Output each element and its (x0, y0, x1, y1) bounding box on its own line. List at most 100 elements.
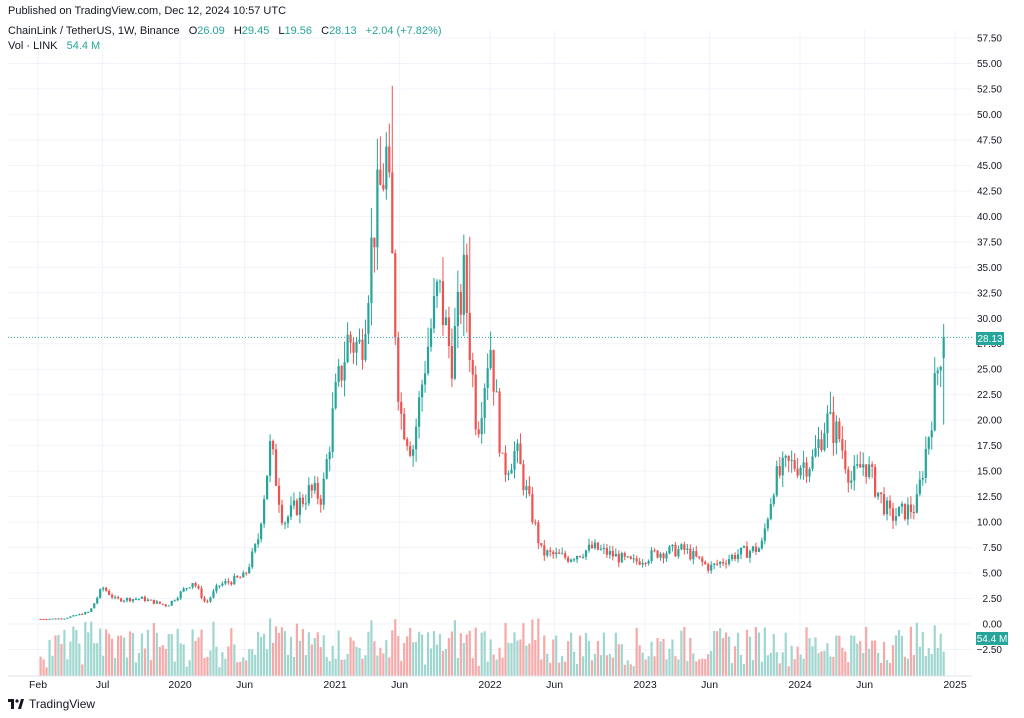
candle-body (775, 466, 778, 496)
candle-body (572, 559, 576, 561)
candle-body (674, 544, 677, 557)
candle-body (808, 468, 811, 477)
volume-bar (388, 657, 391, 676)
candle-body (659, 553, 662, 558)
volume-bar (203, 657, 206, 676)
volume-label[interactable]: Vol · LINK (8, 40, 58, 52)
y-tick-label: 50.00 (977, 110, 1002, 121)
candle-body (179, 591, 182, 599)
volume-bar (531, 619, 534, 676)
volume-bar (811, 646, 814, 676)
candle-body (468, 312, 471, 361)
candle-body (406, 439, 409, 447)
volume-bar (197, 637, 200, 676)
candle-body (698, 556, 701, 558)
candle-body (432, 296, 436, 329)
volume-bar (763, 627, 766, 676)
volume-bar (248, 649, 251, 676)
candle-body (620, 553, 623, 563)
volume-bar (769, 652, 772, 676)
candle-body (692, 551, 695, 560)
candle-body (584, 550, 588, 557)
volume-bar (322, 635, 325, 676)
close-value: 28.13 (329, 25, 357, 37)
y-tick-label: 12.50 (977, 492, 1002, 503)
candlestick-series (39, 85, 945, 621)
volume-bar (775, 652, 778, 676)
volume-bar (361, 658, 364, 676)
volume-bar (93, 643, 96, 676)
volume-bar (632, 666, 635, 676)
volume-bar (778, 663, 781, 676)
volume-bar (212, 621, 215, 676)
x-tick-label: Jun (856, 679, 873, 691)
x-tick-label: Jun (701, 679, 718, 691)
volume-bar (578, 635, 582, 676)
candle-body (137, 598, 141, 600)
candle-body (364, 334, 367, 360)
volume-bar (465, 634, 468, 676)
candle-body (581, 556, 585, 558)
y-tick-label: 35.00 (977, 263, 1002, 274)
candle-body (108, 590, 111, 595)
candle-body (510, 469, 513, 474)
volume-bar (450, 631, 453, 676)
candle-body (90, 608, 93, 612)
published-caption: Published on TradingView.com, Dec 12, 20… (8, 5, 287, 17)
volume-bar (191, 629, 194, 676)
volume-bar (39, 656, 42, 676)
volume-bar (534, 639, 537, 676)
candle-body (668, 546, 671, 554)
y-tick-label: 37.50 (977, 237, 1002, 248)
y-tick-label: 57.50 (977, 34, 1002, 45)
volume-bar (716, 631, 719, 676)
candle-body (722, 561, 725, 564)
candle-body (114, 597, 117, 599)
volume-bar (844, 651, 847, 676)
volume-bar (605, 655, 608, 676)
candle-body (459, 291, 462, 315)
volume-bar (441, 650, 445, 676)
y-tick-label: 45.00 (977, 161, 1002, 172)
candle-body (254, 544, 257, 552)
candle-body (397, 337, 400, 402)
volume-bar (561, 656, 564, 676)
volume-bar (626, 660, 629, 676)
volume-bar (370, 620, 373, 676)
volume-bar (799, 654, 802, 676)
volume-bar (874, 640, 877, 676)
candle-body (72, 615, 75, 617)
volume-bar (412, 642, 415, 676)
footer-brand[interactable]: TradingView (8, 697, 95, 711)
candle-body (727, 559, 731, 565)
candle-body (799, 467, 802, 476)
volume-bar (888, 663, 892, 676)
volume-bar (271, 642, 275, 676)
volume-bar (99, 628, 102, 676)
volume-bar (713, 631, 716, 676)
candle-body (587, 544, 591, 551)
volume-bar (724, 632, 728, 676)
candle-body (850, 480, 853, 483)
volume-bar (194, 640, 197, 676)
candle-body (605, 547, 608, 555)
candle-body (116, 597, 120, 599)
candle-body (149, 599, 152, 601)
volume-bar (114, 658, 117, 676)
symbol-title[interactable]: ChainLink / TetherUS, 1W, Binance (8, 25, 180, 37)
candle-body (105, 587, 108, 591)
candle-body (93, 603, 96, 609)
candle-body (748, 551, 752, 558)
candle-body (874, 466, 877, 497)
volume-bar (745, 629, 749, 676)
x-tick-label: Jun (546, 679, 563, 691)
volume-bar (376, 655, 379, 676)
candle-body (158, 601, 161, 604)
volume-bar (477, 665, 480, 676)
candle-body (313, 482, 316, 491)
candle-body (385, 146, 388, 190)
volume-bar (510, 643, 513, 676)
volume-bar (877, 652, 880, 676)
candle-body (879, 492, 883, 495)
volume-bar (81, 664, 84, 676)
